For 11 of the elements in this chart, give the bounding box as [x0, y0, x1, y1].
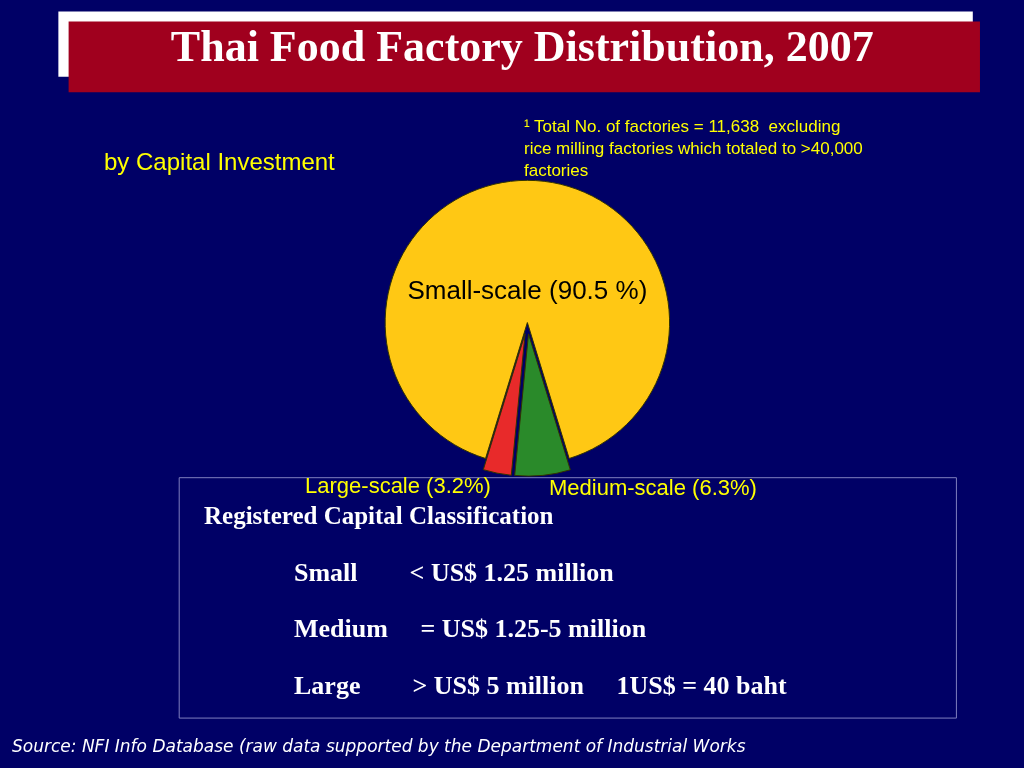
slice-label: Medium-scale (6.3%) — [549, 475, 757, 501]
chart-subtitle: by Capital Investment — [104, 148, 336, 175]
slice-label: Large-scale (3.2%) — [305, 472, 491, 498]
text: Medium = US$ 1.25-5 million — [294, 614, 647, 643]
text: Registered Capital Classification — [204, 502, 554, 529]
text: Small < US$ 1.25 million — [294, 558, 615, 587]
text: ¹ Total No. of factories = 11,638 excluding rice milling factories which totaled to >40,000 factories — [524, 117, 863, 181]
source-note: Source: NFI Info Database (raw data supported by the Department of Industrial Works — [12, 736, 746, 756]
text: Large > US$ 5 million 1US$ = 40 baht — [294, 671, 787, 700]
slice-label: Small-scale (90.5 %) — [407, 275, 648, 306]
chart-title: Thai Food Factory Distribution, 2007 — [170, 22, 874, 72]
